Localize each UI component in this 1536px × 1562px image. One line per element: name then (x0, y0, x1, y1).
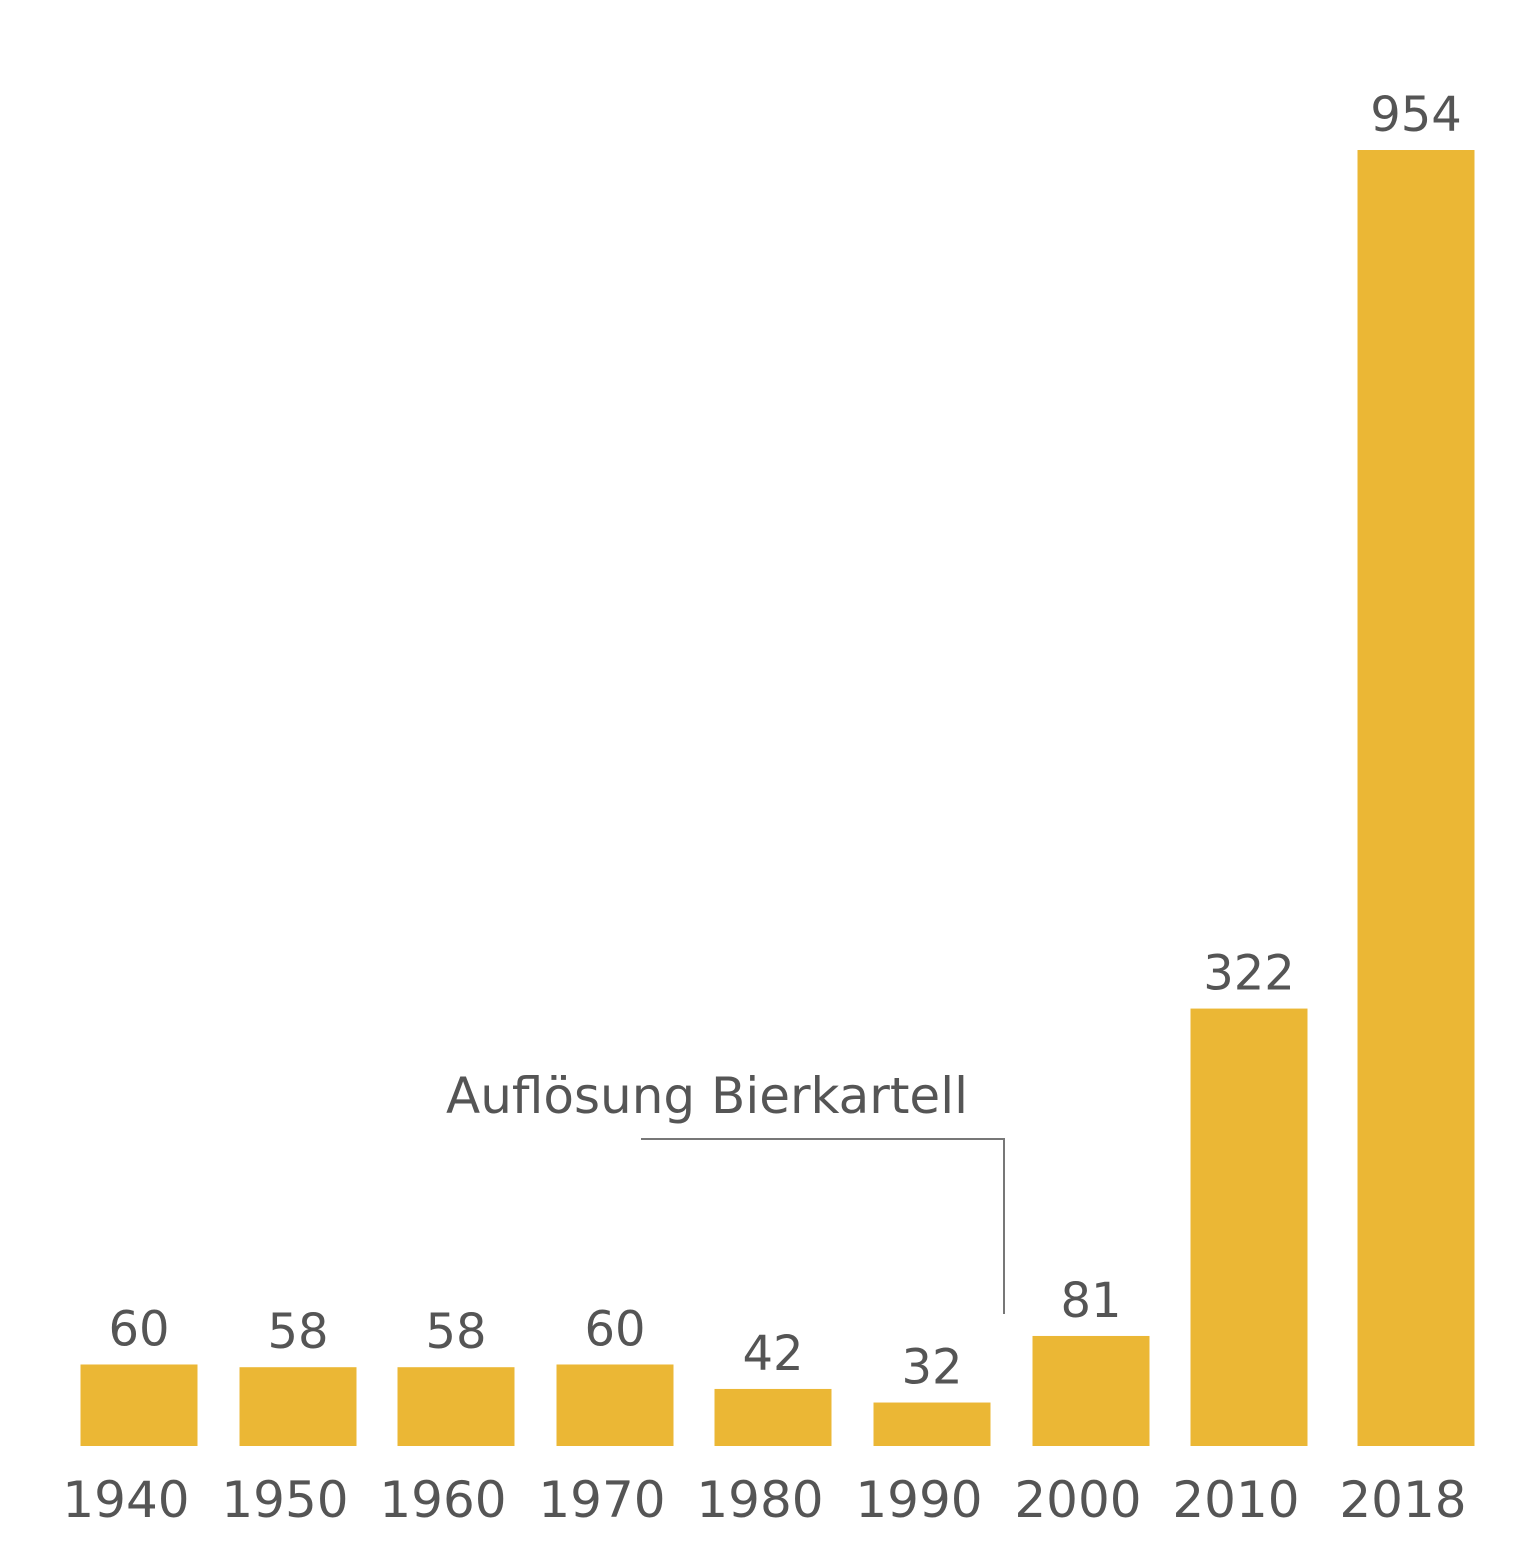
bar-1940 (80, 1364, 198, 1446)
x-tick-label-2018: 2018 (1339, 1471, 1466, 1529)
annotation-group: Auflösung Bierkartell (446, 1067, 1005, 1314)
x-tick-label-1940: 1940 (62, 1471, 189, 1529)
value-label-2000: 81 (1060, 1273, 1121, 1329)
bar-2000 (1032, 1335, 1150, 1446)
value-label-1960: 58 (425, 1304, 486, 1360)
value-label-1970: 60 (584, 1301, 645, 1357)
value-label-2018: 954 (1370, 87, 1462, 143)
value-label-1940: 60 (108, 1301, 169, 1357)
annotation-text: Auflösung Bierkartell (446, 1067, 968, 1125)
bar-1950 (239, 1367, 357, 1446)
value-label-1980: 42 (742, 1326, 803, 1382)
x-tick-label-1960: 1960 (379, 1471, 506, 1529)
bar-1960 (397, 1367, 515, 1446)
x-tick-labels-group: 1940 1950 1960 1970 1980 1990 2000 2010 2018 (62, 1471, 1466, 1529)
bar-1980 (714, 1388, 832, 1446)
x-tick-label-1950: 1950 (221, 1471, 348, 1529)
x-tick-label-2010: 2010 (1172, 1471, 1299, 1529)
value-label-1950: 58 (267, 1304, 328, 1360)
value-label-1990: 32 (901, 1340, 962, 1396)
bar-2018 (1357, 150, 1475, 1446)
bars-group (80, 150, 1475, 1446)
annotation-leader-line (641, 1138, 1005, 1314)
x-tick-label-1990: 1990 (855, 1471, 982, 1529)
bar-2010 (1190, 1008, 1308, 1446)
x-tick-label-1980: 1980 (696, 1471, 823, 1529)
x-tick-label-2000: 2000 (1014, 1471, 1141, 1529)
x-tick-label-1970: 1970 (538, 1471, 665, 1529)
bar-1990 (873, 1402, 991, 1446)
value-label-2010: 322 (1203, 946, 1295, 1002)
bar-1970 (556, 1364, 674, 1446)
value-labels-group: 60 58 58 60 42 32 81 322 954 (108, 87, 1461, 1396)
